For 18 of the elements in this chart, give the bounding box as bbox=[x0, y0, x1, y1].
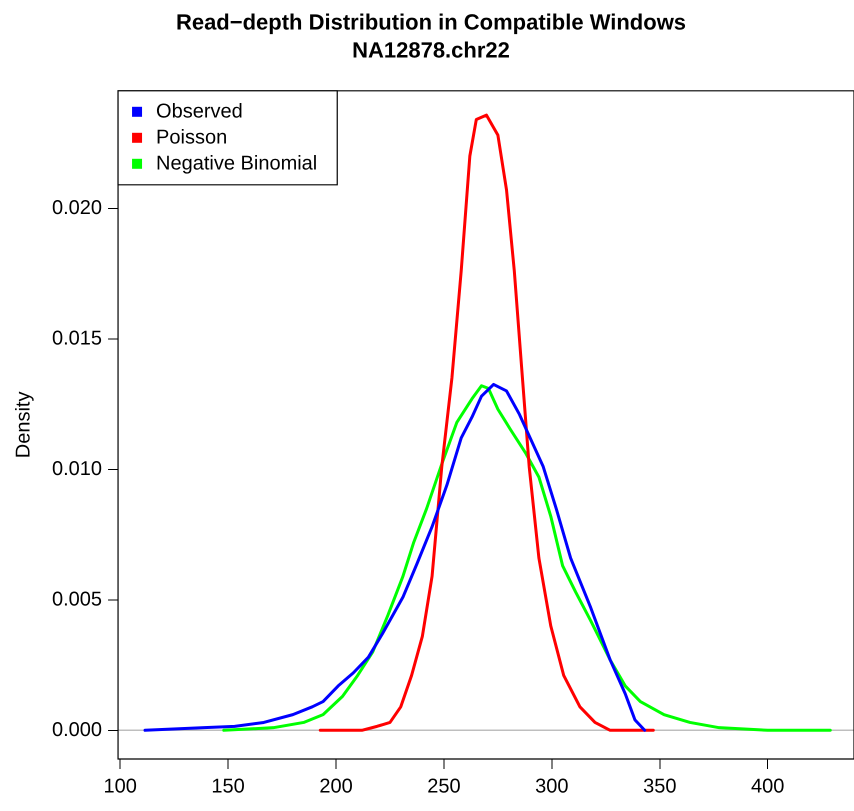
y-tick-label: 0.000 bbox=[52, 718, 102, 741]
y-tick-label: 0.010 bbox=[52, 458, 102, 480]
y-axis-title: Density bbox=[12, 392, 35, 458]
x-tick-label: 150 bbox=[211, 776, 245, 798]
y-tick-label: 0.020 bbox=[52, 196, 102, 219]
legend-label: Poisson bbox=[156, 126, 228, 148]
chart-subtitle: NA12878.chr22 bbox=[352, 38, 510, 63]
chart-title: Read−depth Distribution in Compatible Windows bbox=[176, 9, 686, 34]
x-tick-label: 350 bbox=[643, 776, 676, 798]
x-tick-label: 300 bbox=[535, 776, 569, 798]
y-tick-label: 0.015 bbox=[52, 327, 102, 350]
x-tick-label: 400 bbox=[750, 776, 784, 798]
x-tick-label: 250 bbox=[427, 776, 461, 798]
legend-label: Negative Binomial bbox=[156, 152, 318, 174]
legend-label: Observed bbox=[156, 100, 243, 122]
x-tick-label: 100 bbox=[104, 776, 137, 798]
x-tick-label: 200 bbox=[319, 776, 353, 798]
y-tick-label: 0.005 bbox=[52, 588, 102, 610]
